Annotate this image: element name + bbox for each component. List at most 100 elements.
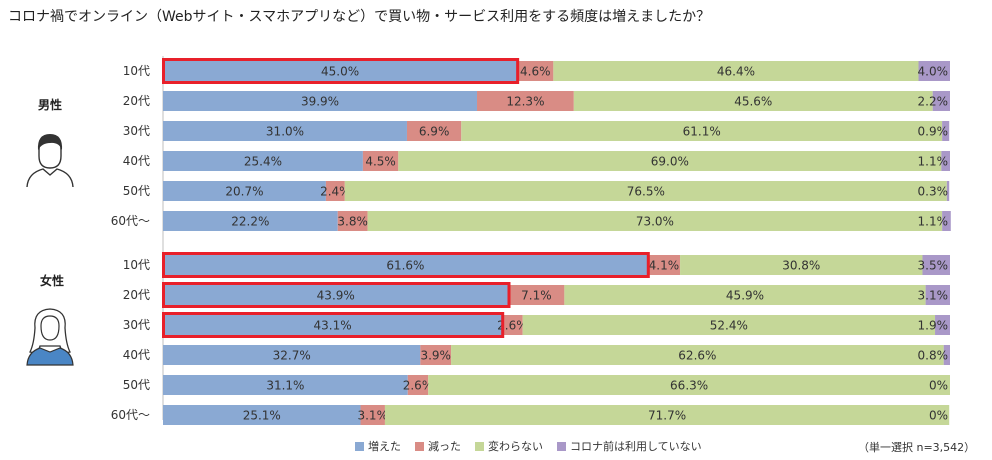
- bar-segment-decreased: [362, 151, 399, 171]
- bar-segment-increased: [163, 91, 478, 111]
- data-label-never-used: 2.2%: [918, 95, 949, 109]
- data-label-decreased: 4.6%: [520, 65, 551, 79]
- data-label-never-used: 4.0%: [918, 65, 949, 79]
- bar-segment-decreased: [477, 91, 574, 111]
- bar-segment-decreased: [360, 405, 385, 425]
- bar-segment-decreased: [508, 285, 565, 305]
- bar-segment-unchanged: [384, 405, 950, 425]
- row-label: 40代: [123, 154, 150, 168]
- data-label-decreased: 3.8%: [337, 215, 368, 229]
- legend-item-never-used: コロナ前は利用していない: [557, 438, 702, 454]
- bar-segment-decreased: [337, 211, 368, 231]
- bar-segment-never-used: [942, 211, 951, 231]
- bar-segment-never-used: [942, 121, 950, 141]
- bar-segment-increased: [163, 345, 421, 365]
- data-label-increased: 25.4%: [244, 155, 282, 169]
- bar-segment-increased: [163, 181, 326, 201]
- bar-segment-unchanged: [367, 211, 943, 231]
- bar-segment-unchanged: [522, 315, 936, 335]
- data-label-decreased: 12.3%: [506, 95, 544, 109]
- male-person-icon: [26, 134, 74, 188]
- data-label-increased: 31.0%: [266, 125, 304, 139]
- row-label: 20代: [123, 94, 150, 108]
- data-label-decreased: 2.4%: [320, 185, 351, 199]
- stacked-bar-chart: 10代 45.0% 4.6% 46.4% 4.0% 20代 39.9% 12.3% 45.6% 2…: [111, 56, 951, 425]
- bar-segment-never-used: [925, 285, 950, 305]
- bar-segment-never-used: [941, 151, 950, 171]
- row-label: 60代〜: [111, 214, 150, 228]
- row-label: 10代: [123, 258, 150, 272]
- data-label-never-used: 0.3%: [918, 185, 949, 199]
- data-label-never-used: 3.5%: [918, 259, 949, 273]
- chart-title: コロナ禍でオンライン（Webサイト・スマホアプリなど）で買い物・サービス利用をす…: [8, 9, 711, 25]
- bar-segment-increased: [163, 151, 363, 171]
- data-label-unchanged: 30.8%: [782, 259, 820, 273]
- data-label-decreased: 2.6%: [403, 379, 434, 393]
- data-label-increased: 22.2%: [231, 215, 269, 229]
- data-label-increased: 20.7%: [225, 185, 263, 199]
- highlight-box: [162, 282, 511, 308]
- data-label-increased: 32.7%: [273, 349, 311, 363]
- data-label-unchanged: 66.3%: [670, 379, 708, 393]
- bar-segment-never-used: [935, 315, 950, 335]
- row-label: 50代: [123, 184, 150, 198]
- data-label-unchanged: 61.1%: [683, 125, 721, 139]
- bar-segment-increased: [163, 61, 518, 81]
- data-label-never-used: 0.9%: [918, 125, 949, 139]
- data-label-unchanged: 69.0%: [651, 155, 689, 169]
- data-label-decreased: 7.1%: [521, 289, 552, 303]
- bar-segment-never-used: [918, 61, 950, 81]
- data-label-unchanged: 71.7%: [648, 409, 686, 423]
- data-label-decreased: 3.1%: [357, 409, 388, 423]
- bar-segment-increased: [163, 285, 509, 305]
- bar-segment-decreased: [517, 61, 554, 81]
- data-label-never-used: 0%: [929, 379, 948, 393]
- bar-segment-never-used: [922, 255, 950, 275]
- bar-segment-never-used: [932, 91, 950, 111]
- group-label-female: 女性: [40, 274, 65, 288]
- bar-segment-never-used: [943, 345, 950, 365]
- data-label-increased: 43.1%: [314, 319, 352, 333]
- highlight-box: [162, 312, 505, 338]
- row-label: 30代: [123, 124, 150, 138]
- data-label-unchanged: 52.4%: [710, 319, 748, 333]
- sample-note: （単一選択 n=3,542）: [858, 441, 976, 454]
- data-label-decreased: 4.5%: [365, 155, 396, 169]
- data-label-increased: 25.1%: [243, 409, 281, 423]
- bar-segment-decreased: [407, 375, 429, 395]
- legend-item-decreased: 減った: [415, 438, 461, 454]
- bar-segment-decreased: [647, 255, 681, 275]
- data-label-decreased: 6.9%: [419, 125, 450, 139]
- bar-segment-unchanged: [344, 181, 947, 201]
- bar-segment-increased: [163, 255, 648, 275]
- group-label-male: 男性: [38, 98, 63, 112]
- data-label-never-used: 0.8%: [918, 349, 949, 363]
- bar-segment-increased: [163, 375, 408, 395]
- data-label-never-used: 1.9%: [918, 319, 949, 333]
- data-label-unchanged: 46.4%: [717, 65, 755, 79]
- legend-item-increased: 増えた: [355, 438, 401, 454]
- row-label: 20代: [123, 288, 150, 302]
- data-label-never-used: 1.1%: [918, 155, 949, 169]
- highlight-box: [162, 252, 650, 278]
- data-label-unchanged: 45.6%: [734, 95, 772, 109]
- bar-segment-increased: [163, 315, 503, 335]
- bar-segment-unchanged: [573, 91, 933, 111]
- data-label-increased: 39.9%: [301, 95, 339, 109]
- data-label-increased: 61.6%: [386, 259, 424, 273]
- highlight-box: [162, 58, 520, 84]
- data-label-unchanged: 45.9%: [726, 289, 764, 303]
- data-label-unchanged: 76.5%: [627, 185, 665, 199]
- bar-segment-decreased: [502, 315, 523, 335]
- data-label-increased: 43.9%: [317, 289, 355, 303]
- bar-segment-decreased: [420, 345, 452, 365]
- chart-legend: 増えた 減った 変わらない コロナ前は利用していない: [355, 438, 702, 454]
- data-label-decreased: 2.6%: [497, 319, 528, 333]
- bar-segment-unchanged: [680, 255, 923, 275]
- row-label: 60代〜: [111, 408, 150, 422]
- bar-segment-decreased: [406, 121, 462, 141]
- row-label: 30代: [123, 318, 150, 332]
- bar-segment-never-used: [946, 181, 950, 201]
- bar-segment-increased: [163, 405, 361, 425]
- bar-segment-unchanged: [553, 61, 919, 81]
